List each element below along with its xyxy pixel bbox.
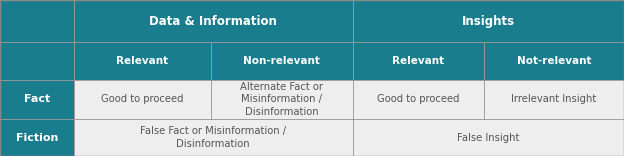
Bar — [0, 42, 74, 80]
Bar — [484, 42, 624, 80]
Bar — [353, 0, 624, 42]
Text: Not-relevant: Not-relevant — [517, 56, 591, 66]
Bar — [74, 80, 211, 119]
Text: Good to proceed: Good to proceed — [377, 94, 459, 105]
Text: Insights: Insights — [462, 15, 515, 28]
Text: Fiction: Fiction — [16, 133, 58, 143]
Text: Relevant: Relevant — [392, 56, 444, 66]
Bar — [74, 119, 353, 156]
Bar — [0, 119, 74, 156]
Bar — [353, 42, 484, 80]
Bar — [211, 80, 353, 119]
Text: Good to proceed: Good to proceed — [101, 94, 183, 105]
Bar — [0, 80, 74, 119]
Bar — [353, 119, 624, 156]
Bar — [353, 80, 484, 119]
Text: Non-relevant: Non-relevant — [243, 56, 320, 66]
Bar — [211, 42, 353, 80]
Text: Relevant: Relevant — [116, 56, 168, 66]
Text: Fact: Fact — [24, 94, 50, 105]
Bar — [0, 0, 74, 42]
Bar — [74, 0, 353, 42]
Bar — [484, 80, 624, 119]
Text: False Insight: False Insight — [457, 133, 519, 143]
Text: Alternate Fact or
Misinformation /
Disinformation: Alternate Fact or Misinformation / Disin… — [240, 82, 323, 117]
Text: False Fact or Misinformation /
Disinformation: False Fact or Misinformation / Disinform… — [140, 126, 286, 149]
Bar — [74, 42, 211, 80]
Text: Data & Information: Data & Information — [149, 15, 277, 28]
Text: Irrelevant Insight: Irrelevant Insight — [511, 94, 597, 105]
